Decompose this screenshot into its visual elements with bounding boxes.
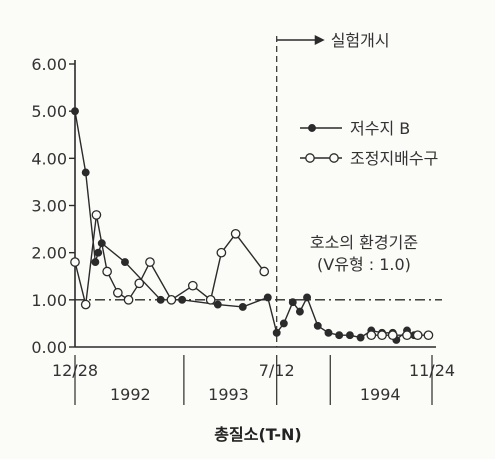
start-marker-label: 실험개시 [331, 31, 390, 50]
year-label: 1993 [208, 385, 249, 404]
data-point [145, 257, 155, 267]
data-point [324, 328, 333, 337]
series-line-1 [74, 214, 265, 305]
data-point [259, 266, 270, 277]
data-point [230, 228, 241, 239]
data-point [70, 257, 80, 267]
y-tick-label: 2.00 [31, 244, 67, 263]
data-point [187, 280, 198, 291]
data-point [335, 331, 344, 340]
data-point [402, 330, 412, 341]
reference-label-line1: 호소의 환경기준 [310, 233, 418, 252]
data-point [366, 330, 377, 341]
data-point [123, 294, 134, 305]
data-point [412, 330, 423, 341]
data-point [112, 287, 123, 298]
data-point [213, 300, 222, 309]
y-tick-label: 1.00 [31, 291, 67, 310]
data-point [356, 333, 365, 342]
y-tick-label: 4.00 [31, 149, 67, 168]
start-marker-arrow-head [314, 35, 325, 45]
data-point [345, 331, 354, 340]
y-tick-label: 6.00 [31, 55, 67, 74]
data-point [91, 210, 102, 220]
y-tick-label: 3.00 [31, 197, 67, 216]
data-point [121, 258, 129, 267]
reference-label-line2: (V유형 : 1.0) [317, 255, 411, 274]
legend-swatch-marker [329, 153, 339, 163]
data-point [303, 293, 311, 302]
data-point [134, 278, 145, 289]
data-point [387, 330, 398, 341]
data-point [102, 266, 112, 277]
data-point [313, 321, 322, 330]
legend-label: 저수지 B [350, 119, 410, 138]
data-point [288, 298, 297, 307]
year-label: 1992 [110, 385, 151, 404]
data-point [94, 248, 103, 257]
data-point [166, 294, 177, 305]
data-point [178, 295, 187, 304]
y-tick-label: 5.00 [31, 102, 67, 121]
data-point [295, 307, 304, 316]
legend-swatch-marker [308, 124, 316, 132]
y-tick-label: 0.00 [31, 338, 67, 357]
data-point [377, 330, 387, 341]
legend-label: 조정지배수구 [350, 149, 438, 168]
legend-swatch-marker [305, 153, 315, 163]
data-point [156, 295, 165, 304]
data-point [91, 258, 100, 267]
year-label: 1994 [360, 385, 401, 404]
data-point [205, 294, 216, 305]
data-point [279, 319, 288, 328]
data-point [238, 302, 247, 311]
data-point [263, 293, 272, 302]
data-point [216, 247, 227, 258]
chart-title: 총질소(T-N) [214, 425, 301, 444]
data-point [80, 299, 91, 310]
data-point [71, 107, 79, 116]
data-point [423, 330, 434, 341]
data-point [81, 168, 90, 177]
data-point [272, 328, 281, 337]
